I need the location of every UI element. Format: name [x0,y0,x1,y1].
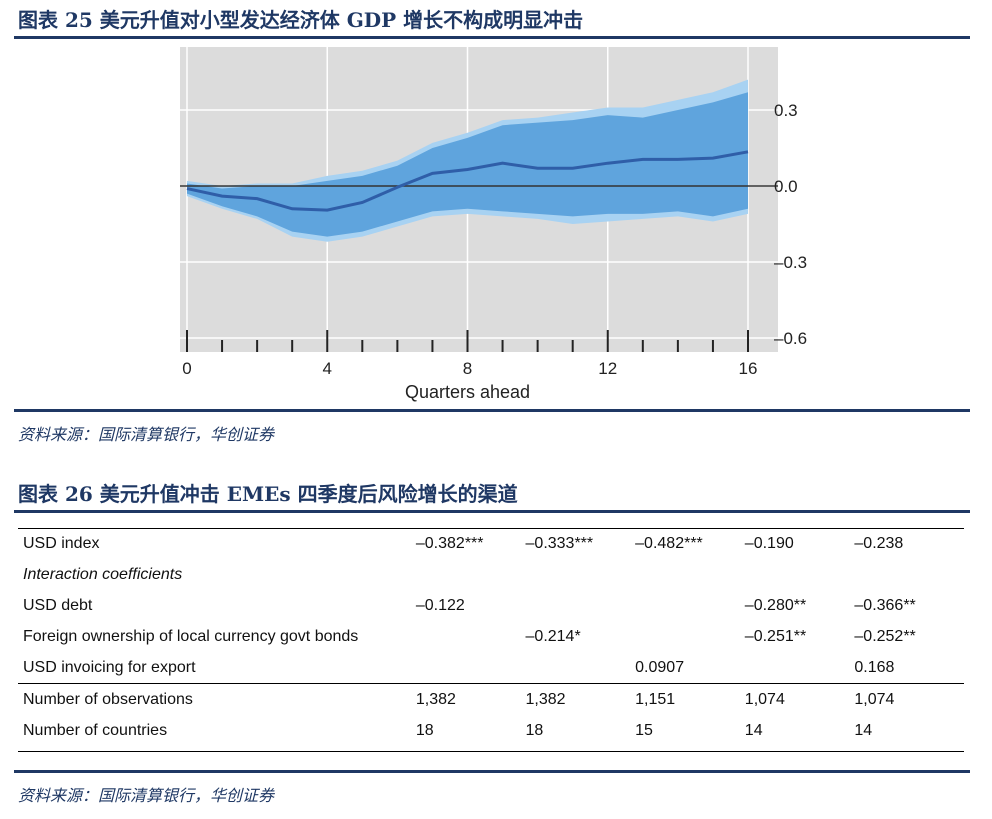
table-row: USD index –0.382*** –0.333*** –0.482*** –0.1… [18,528,964,559]
table-cell: –0.190 [744,534,794,552]
row-label: Number of observations [18,683,416,715]
table-cell: –0.214* [525,627,581,645]
table-cell: –0.251** [744,627,807,645]
row-label: USD invoicing for export [23,658,196,676]
table-row: Interaction coefficients [18,559,964,590]
table-top-line [18,528,964,529]
table-row: Number of observations 1,382 1,382 1,151 1,0… [18,683,964,715]
figure-26-title-rule [14,510,970,513]
table-cell [745,652,855,684]
figure-25-bottom-rule [14,409,970,412]
table-cell: 1,074 [744,683,855,715]
figure-25-title-rule [14,36,970,39]
figure-26-title: 图表 26 美元升值冲击 EMEs 四季度后风险增长的渠道 [18,482,518,506]
row-label: USD index [23,534,100,552]
table-cell: –0.382*** [415,534,484,552]
table-bottom-line [18,751,964,752]
table-row: USD debt –0.122 –0.280** –0.366** [18,590,964,621]
x-tick-label: 16 [739,359,758,378]
figure-25-source: 资料来源：国际清算银行，华创证券 [18,425,275,444]
table-cell: 18 [525,721,544,739]
row-label: Interaction coefficients [23,565,183,583]
impulse-response-chart: 0.3 0.0 –0.3 –0.6 0 4 8 12 16 Quarters ahead [180,47,807,402]
table-cell [635,621,745,652]
table-cell: 1,382 [415,683,526,715]
table-cell [526,559,636,590]
table-row: Number of countries 18 18 15 14 14 [18,715,964,746]
table-cell: –0.482*** [635,534,703,552]
table-cell [526,590,636,621]
y-tick-label: 0.0 [774,177,798,196]
table-cell [854,559,964,590]
table-row: Foreign ownership of local currency govt… [18,621,964,652]
table-cell: –0.366** [854,596,916,614]
table-cell: 0.168 [854,658,895,676]
table-cell: 18 [415,721,434,739]
table-cell: 14 [854,721,873,739]
table-cell: –0.238 [854,534,904,552]
table-cell: –0.122 [415,596,465,614]
x-axis-label: Quarters ahead [405,382,530,402]
row-label: USD debt [23,596,93,614]
table-cell [416,652,526,684]
series-line [186,150,749,212]
table-cell: 1,382 [525,683,636,715]
figure-25-title: 图表 25 美元升值对小型发达经济体 GDP 增长不构成明显冲击 [18,8,584,32]
table-cell: 0.0907 [635,658,685,676]
table-cell: 1,074 [854,683,964,715]
table-cell [635,559,745,590]
table-cell: –0.333*** [525,534,594,552]
x-tick-label: 8 [463,359,472,378]
y-tick-label: 0.3 [774,101,798,120]
y-tick-label: –0.6 [774,329,807,348]
figure-26-source: 资料来源：国际清算银行，华创证券 [18,786,275,805]
x-tick-label: 12 [598,359,617,378]
table-cell: –0.280** [744,596,807,614]
table-cell: –0.252** [854,627,916,645]
table-cell [416,621,526,652]
row-label: Foreign ownership of local currency govt… [23,627,359,645]
table-cell: 15 [635,721,653,739]
table-cell [745,559,855,590]
table-cell [526,652,636,684]
table-cell: 1,151 [635,683,745,715]
confidence-band-inner [187,92,748,237]
table-cell [416,559,526,590]
row-label: Number of countries [23,721,168,739]
table-cell [635,590,745,621]
table-cell: 14 [744,721,763,739]
figure-26-bottom-rule [14,770,970,773]
y-tick-label: –0.3 [774,253,807,272]
x-tick-label: 0 [182,359,191,378]
x-tick-label: 4 [323,359,332,378]
table-row: USD invoicing for export 0.0907 0.168 [18,652,964,684]
regression-table: USD index –0.382*** –0.333*** –0.482*** –0.1… [18,528,964,746]
